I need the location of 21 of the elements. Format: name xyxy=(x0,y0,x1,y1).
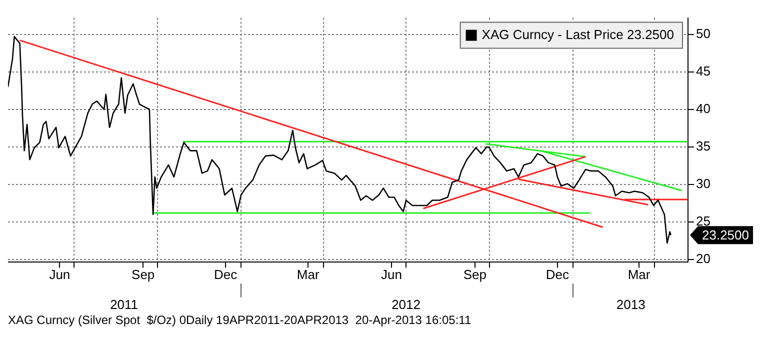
x-tick-label: Sep xyxy=(132,267,155,282)
x-tick-label: Mar xyxy=(628,267,651,282)
text: 23.2500 xyxy=(702,228,749,243)
x-tick-label: Sep xyxy=(463,267,487,282)
y-tick-label: 35 xyxy=(696,138,710,154)
x-tick-label: Jun xyxy=(381,267,402,282)
x2-tick-label: 2011 xyxy=(110,296,138,312)
y-tick-label: 40 xyxy=(696,100,710,116)
x-tick-label: Dec xyxy=(214,267,238,282)
x-tick-label: Mar xyxy=(296,267,320,282)
y-tick-label: 50 xyxy=(696,26,710,41)
legend-label: XAG Curncy - Last Price 23.2500 xyxy=(482,26,674,42)
text: XAG Curncy (Silver Spot $/Oz) 0Daily 19APR2011-20APR2013 20-Apr-2013 16:05:11 xyxy=(8,313,472,327)
x-tick-label: Jun xyxy=(49,267,70,282)
y-tick-label: 25 xyxy=(696,214,710,229)
x2-tick-label: 2013 xyxy=(616,296,646,312)
y-tick-label: 20 xyxy=(696,251,710,266)
x2-tick-label: 2012 xyxy=(392,296,420,312)
y-tick-label: 30 xyxy=(696,176,710,192)
y-tick-label: 45 xyxy=(696,63,710,78)
x-tick-label: Dec xyxy=(546,267,570,282)
